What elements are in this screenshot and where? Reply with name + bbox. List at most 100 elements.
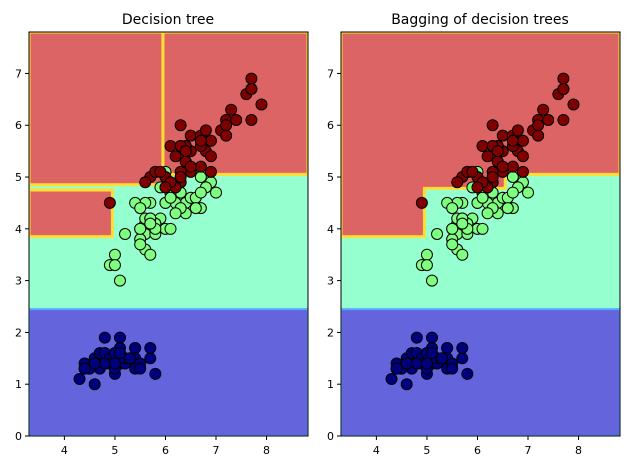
data-point-class-1 [189, 202, 202, 215]
data-point-class-0 [129, 341, 142, 354]
x-tick-label: 8 [575, 444, 582, 457]
y-tick-label: 3 [327, 275, 334, 288]
y-tick-label: 2 [327, 326, 334, 339]
data-point-class-1 [476, 222, 489, 235]
data-point-class-2 [199, 124, 212, 137]
data-point-class-1 [506, 186, 519, 199]
data-point-class-2 [557, 72, 570, 85]
data-point-class-2 [506, 160, 519, 173]
data-point-class-2 [245, 82, 258, 95]
data-point-class-0 [149, 367, 162, 380]
x-tick-label: 4 [373, 444, 380, 457]
y-tick-label: 1 [15, 378, 22, 391]
data-point-class-1 [194, 171, 207, 184]
x-tick-label: 7 [213, 444, 220, 457]
axes-frame [28, 31, 309, 437]
data-point-class-0 [446, 362, 459, 375]
data-point-class-1 [446, 238, 459, 251]
data-point-class-2 [245, 114, 258, 127]
data-point-class-0 [113, 331, 126, 344]
data-point-class-0 [144, 341, 157, 354]
data-point-class-1 [476, 191, 489, 204]
data-point-class-1 [134, 222, 147, 235]
data-point-class-2 [230, 114, 243, 127]
y-tick-label: 5 [15, 171, 22, 184]
data-point-class-2 [567, 98, 580, 111]
data-point-class-1 [164, 222, 177, 235]
data-point-class-2 [486, 171, 499, 184]
data-point-class-0 [144, 352, 157, 365]
y-tick-label: 4 [327, 223, 334, 236]
data-point-class-2 [476, 139, 489, 152]
data-point-class-2 [204, 150, 217, 163]
data-point-class-0 [456, 352, 469, 365]
data-point-class-1 [194, 186, 207, 199]
x-tick-label: 8 [263, 444, 270, 457]
data-point-class-1 [446, 222, 459, 235]
data-point-class-2 [169, 150, 182, 163]
data-point-class-2 [532, 129, 545, 142]
data-point-class-2 [154, 165, 167, 178]
data-point-class-2 [537, 103, 550, 116]
data-point-class-1 [134, 238, 147, 251]
data-point-class-0 [441, 341, 454, 354]
data-point-class-2 [516, 134, 529, 147]
data-point-class-1 [425, 274, 438, 287]
x-tick-label: 5 [423, 444, 430, 457]
decision-region-class-2 [29, 32, 165, 187]
data-point-class-0 [385, 373, 398, 386]
plot-area [341, 32, 620, 436]
data-point-class-0 [390, 362, 403, 375]
y-tick-label: 6 [327, 119, 334, 132]
data-point-class-2 [220, 129, 233, 142]
data-point-class-2 [194, 134, 207, 147]
data-point-class-1 [210, 186, 223, 199]
y-tick-label: 5 [327, 171, 334, 184]
data-point-class-2 [466, 165, 479, 178]
data-point-class-0 [461, 367, 474, 380]
y-tick-label: 6 [15, 119, 22, 132]
data-point-class-2 [194, 160, 207, 173]
y-tick-label: 7 [15, 67, 22, 80]
data-point-class-2 [506, 134, 519, 147]
data-point-class-0 [98, 331, 111, 344]
axes-decision-tree: Decision tree 4 5 6 7 8 0 1 2 3 4 5 6 7 [15, 12, 309, 457]
data-point-class-2 [245, 72, 258, 85]
y-tick-label: 7 [327, 67, 334, 80]
data-point-class-2 [255, 98, 268, 111]
data-point-class-2 [204, 165, 217, 178]
data-point-class-0 [410, 357, 423, 370]
x-tick-label: 4 [61, 444, 68, 457]
data-point-class-2 [491, 145, 504, 158]
data-point-class-0 [456, 341, 469, 354]
data-point-class-2 [159, 181, 172, 194]
decision-region-class-2 [29, 188, 114, 239]
data-point-class-2 [451, 176, 464, 189]
data-point-class-1 [501, 202, 514, 215]
data-point-class-2 [174, 119, 187, 132]
data-point-class-0 [124, 352, 137, 365]
data-point-class-2 [471, 181, 484, 194]
x-tick-label: 6 [474, 444, 481, 457]
data-point-class-1 [420, 259, 433, 272]
data-point-class-1 [169, 207, 182, 220]
data-point-class-1 [446, 202, 459, 215]
data-point-class-1 [456, 248, 469, 261]
data-point-class-0 [98, 357, 111, 370]
data-point-class-1 [420, 248, 433, 261]
data-point-class-0 [88, 378, 101, 391]
data-point-class-2 [103, 196, 116, 209]
data-point-class-1 [506, 171, 519, 184]
data-point-class-0 [134, 362, 147, 375]
decision-region-class-0 [29, 308, 308, 436]
data-point-class-0 [400, 357, 413, 370]
chart-title: Decision tree [122, 12, 214, 28]
data-point-class-0 [88, 357, 101, 370]
data-point-class-0 [425, 331, 438, 344]
data-point-class-2 [225, 103, 238, 116]
data-point-class-2 [164, 139, 177, 152]
data-point-class-2 [486, 119, 499, 132]
y-tick-label: 4 [15, 223, 22, 236]
data-point-class-2 [179, 145, 192, 158]
